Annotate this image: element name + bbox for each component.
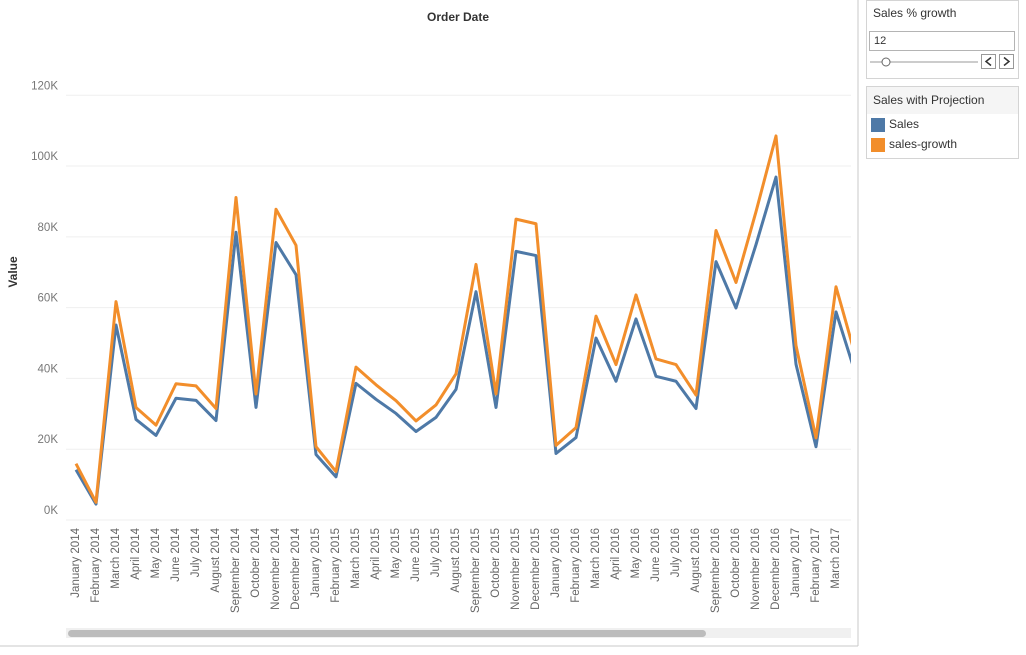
legend-label: Sales [889, 117, 919, 131]
x-tick-label: November 2016 [750, 528, 762, 610]
x-tick-label: June 2014 [170, 527, 182, 581]
legend-swatch [871, 138, 885, 152]
y-tick-label: 40K [38, 363, 59, 375]
x-tick-label: May 2014 [150, 527, 162, 578]
chart-background [0, 0, 858, 646]
x-tick-label: August 2014 [210, 527, 222, 592]
y-tick-label: 120K [31, 80, 58, 92]
x-tick-label: May 2015 [390, 528, 402, 579]
x-tick-label: February 2015 [330, 528, 342, 603]
increment-button[interactable] [999, 54, 1014, 69]
x-tick-label: February 2016 [570, 528, 582, 603]
chart-title: Order Date [427, 10, 489, 24]
x-tick-label: October 2014 [250, 527, 262, 597]
legend-swatch [871, 118, 885, 132]
x-tick-label: March 2015 [350, 528, 362, 589]
x-tick-label: January 2014 [70, 527, 82, 597]
x-tick-label: June 2015 [410, 528, 422, 582]
scrollbar-thumb[interactable] [68, 630, 706, 637]
legend-title: Sales with Projection [873, 93, 984, 107]
y-tick-label: 20K [38, 434, 59, 446]
x-tick-label: April 2016 [610, 528, 622, 580]
x-tick-label: January 2016 [550, 528, 562, 598]
x-tick-label: January 2017 [790, 528, 802, 598]
x-tick-label: November 2014 [270, 527, 282, 609]
decrement-button[interactable] [981, 54, 996, 69]
x-tick-label: April 2015 [370, 528, 382, 580]
legend-header [867, 87, 1018, 114]
y-tick-label: 80K [38, 222, 59, 234]
x-tick-label: October 2015 [490, 528, 502, 598]
x-tick-label: December 2015 [530, 528, 542, 610]
x-tick-label: July 2016 [670, 528, 682, 577]
x-tick-label: July 2014 [190, 527, 202, 577]
x-tick-label: June 2016 [650, 528, 662, 582]
decrement-icon [984, 56, 992, 67]
x-tick-label: May 2016 [630, 528, 642, 579]
parameter-title: Sales % growth [873, 6, 956, 20]
x-tick-label: November 2015 [510, 528, 522, 610]
x-tick-label: September 2016 [710, 528, 722, 613]
x-tick-label: December 2014 [290, 527, 302, 609]
x-tick-label: September 2014 [230, 527, 242, 613]
x-tick-label: March 2017 [830, 528, 842, 589]
y-axis-label: Value [6, 256, 20, 288]
x-tick-label: July 2015 [430, 528, 442, 577]
x-tick-label: February 2017 [810, 528, 822, 603]
increment-icon [1003, 56, 1011, 67]
x-tick-label: October 2016 [730, 528, 742, 598]
y-tick-label: 0K [44, 505, 58, 517]
x-tick-label: December 2016 [770, 528, 782, 610]
legend-label: sales-growth [889, 137, 957, 151]
series-line [74, 134, 851, 504]
slider-handle[interactable] [881, 57, 891, 67]
series-line [74, 175, 851, 506]
x-tick-label: March 2014 [110, 527, 122, 588]
x-tick-label: January 2015 [310, 528, 322, 598]
x-tick-label: August 2015 [450, 528, 462, 593]
x-tick-label: August 2016 [690, 528, 702, 593]
parameter-input[interactable] [869, 31, 1015, 51]
x-tick-label: March 2016 [590, 528, 602, 589]
y-tick-label: 100K [31, 151, 58, 163]
x-tick-label: September 2015 [470, 528, 482, 613]
x-tick-label: February 2014 [90, 527, 102, 602]
parameter-value: 12 [874, 35, 886, 47]
x-tick-label: April 2014 [130, 527, 142, 579]
y-tick-label: 60K [38, 293, 59, 305]
